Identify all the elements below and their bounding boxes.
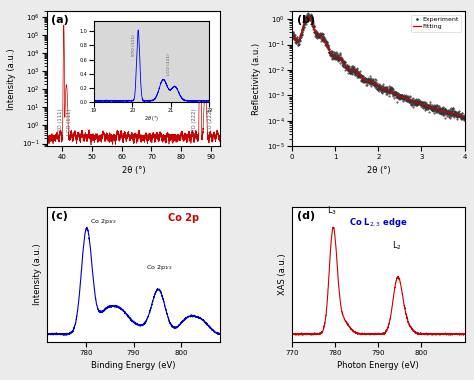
Text: (c): (c) [51,211,68,221]
Line: Experiment: Experiment [292,13,465,120]
X-axis label: Binding Energy (eV): Binding Energy (eV) [91,361,176,370]
Y-axis label: Intensity (a.u.): Intensity (a.u.) [33,244,42,306]
Experiment [380,83,386,88]
Experiment [305,11,310,16]
X-axis label: 2θ (°): 2θ (°) [122,166,146,174]
Experiment [384,90,390,94]
Text: STO (111): STO (111) [58,108,63,135]
Fitting [313,30,319,35]
Fitting [348,68,354,72]
Experiment [365,78,370,82]
Text: L$_3$: L$_3$ [328,204,337,217]
Text: (d): (d) [297,211,316,221]
Experiment [348,65,354,70]
Text: (a): (a) [51,16,69,25]
Experiment [319,31,325,35]
Fitting [319,35,325,39]
Line: Fitting: Fitting [292,17,465,117]
Text: LCO (111): LCO (111) [67,108,72,135]
Fitting [306,15,311,19]
Text: LCO (222): LCO (222) [208,108,213,135]
Text: L$_2$: L$_2$ [392,239,402,252]
Experiment [290,35,295,39]
X-axis label: Photon Energy (eV): Photon Energy (eV) [337,361,419,370]
Text: Co 2p: Co 2p [168,212,199,223]
X-axis label: 2θ (°): 2θ (°) [366,166,390,174]
Y-axis label: Reflectivity (a.u.): Reflectivity (a.u.) [252,43,261,115]
Y-axis label: XAS (a.u.): XAS (a.u.) [278,254,287,295]
Legend: Experiment, Fitting: Experiment, Fitting [410,14,461,32]
Fitting [380,87,386,91]
Fitting [290,33,295,38]
Y-axis label: Intensity (a.u.): Intensity (a.u.) [8,48,17,110]
Text: (b): (b) [297,16,316,25]
Text: Co L$_{2,3}$ edge: Co L$_{2,3}$ edge [349,216,408,229]
Fitting [462,115,467,119]
Text: Co 2p$_{1/2}$: Co 2p$_{1/2}$ [146,264,172,272]
Experiment [461,117,466,122]
Text: Co 2p$_{3/2}$: Co 2p$_{3/2}$ [91,218,117,226]
Experiment [313,31,319,35]
Experiment [462,114,467,118]
Fitting [384,87,390,92]
Fitting [365,78,370,83]
Text: STO (222): STO (222) [192,108,197,135]
